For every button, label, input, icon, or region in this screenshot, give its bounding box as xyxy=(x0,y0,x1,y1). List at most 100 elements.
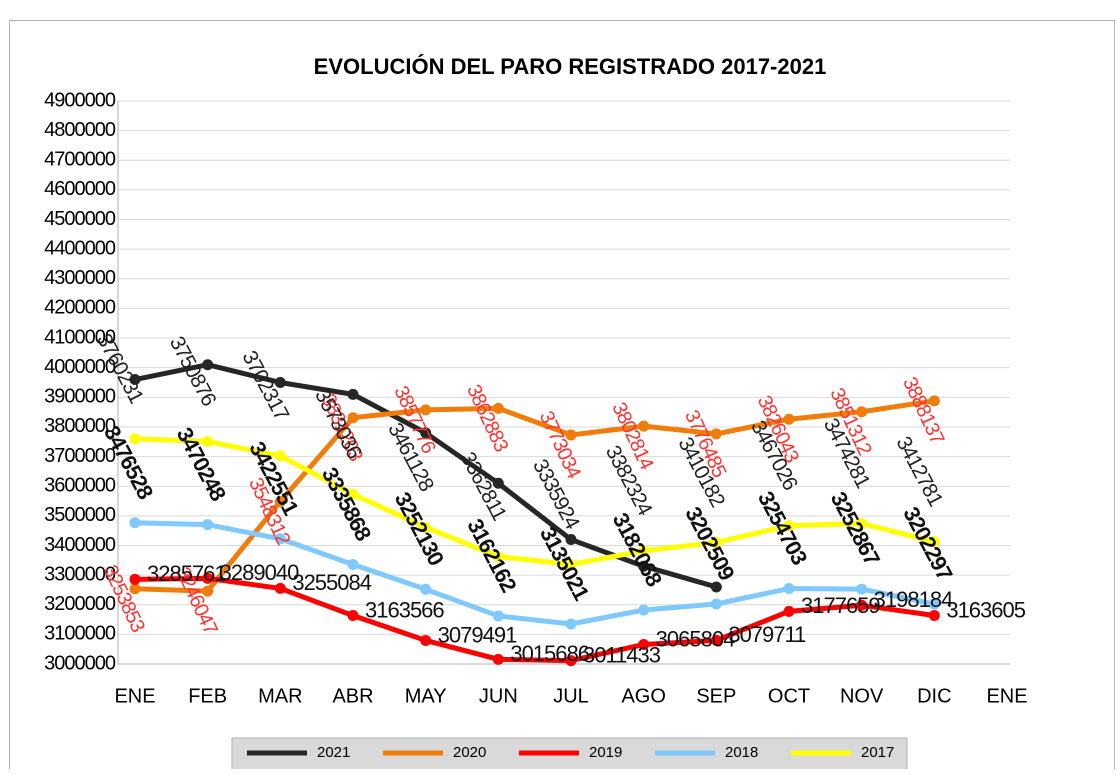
point-marker xyxy=(638,420,650,432)
series-line xyxy=(134,436,935,567)
legend-label: 2018 xyxy=(725,744,758,761)
point-marker xyxy=(638,560,650,572)
point-marker xyxy=(710,581,722,593)
x-tick-label: AGO xyxy=(621,685,665,707)
legend-label: 2019 xyxy=(589,744,622,761)
data-label: 3163605 xyxy=(946,597,1025,622)
data-label: 3255084 xyxy=(292,570,371,595)
legend-label: 2020 xyxy=(453,744,486,761)
point-marker xyxy=(928,536,940,548)
y-tick-label: 3300000 xyxy=(44,563,116,585)
series-line xyxy=(134,520,935,627)
y-tick-label: 4800000 xyxy=(44,119,116,141)
point-marker xyxy=(492,610,504,622)
x-tick-label: SEP xyxy=(696,685,736,707)
point-marker xyxy=(492,477,504,489)
point-marker xyxy=(492,550,504,562)
y-tick-label: 3800000 xyxy=(44,415,116,437)
point-marker xyxy=(783,583,795,595)
legend: 2021 2020 2019 2018 2017 xyxy=(231,737,908,771)
data-label: 3177659 xyxy=(801,593,880,618)
point-marker xyxy=(129,517,141,529)
point-marker xyxy=(420,521,432,533)
point-marker xyxy=(202,359,214,371)
point-marker xyxy=(202,519,214,531)
data-label: 3289040 xyxy=(220,560,299,585)
legend-label: 2021 xyxy=(317,744,350,761)
point-marker xyxy=(710,428,722,440)
y-tick-label: 4100000 xyxy=(44,326,116,348)
point-marker xyxy=(783,520,795,532)
data-label: 3011433 xyxy=(583,642,661,667)
x-tick-label: ENE xyxy=(986,685,1027,707)
point-marker xyxy=(202,585,214,597)
point-marker xyxy=(129,583,141,595)
data-label: 3015686 xyxy=(510,641,589,666)
data-label: 3065804 xyxy=(656,626,735,651)
y-tick-label: 3200000 xyxy=(44,593,116,615)
y-tick-label: 4700000 xyxy=(44,149,116,171)
point-marker xyxy=(202,572,214,584)
x-tick-label: ABR xyxy=(332,685,373,707)
point-marker xyxy=(492,402,504,414)
point-marker xyxy=(420,634,432,646)
point-marker xyxy=(347,558,359,570)
point-marker xyxy=(347,412,359,424)
point-marker xyxy=(202,436,214,448)
point-marker xyxy=(492,653,504,665)
y-tick-label: 3700000 xyxy=(44,445,116,467)
data-label: 3163566 xyxy=(365,597,444,622)
point-marker xyxy=(420,404,432,416)
point-marker xyxy=(928,395,940,407)
x-tick-label: FEB xyxy=(188,685,227,707)
point-marker xyxy=(928,598,940,610)
x-tick-label: JUN xyxy=(479,685,518,707)
y-tick-label: 4400000 xyxy=(44,237,116,259)
y-tick-label: 3600000 xyxy=(44,474,116,496)
series-line xyxy=(134,575,935,664)
x-tick-label: JUL xyxy=(553,685,589,707)
y-tick-label: 3900000 xyxy=(44,386,116,408)
point-marker xyxy=(274,496,286,508)
point-marker xyxy=(638,545,650,557)
x-tick-label: NOV xyxy=(840,685,884,707)
point-marker xyxy=(710,598,722,610)
point-marker xyxy=(783,413,795,425)
y-tick-label: 4600000 xyxy=(44,178,116,200)
point-marker xyxy=(565,558,577,570)
point-marker xyxy=(420,427,432,439)
point-marker xyxy=(347,388,359,400)
point-marker xyxy=(420,583,432,595)
point-marker xyxy=(274,582,286,594)
point-marker xyxy=(856,599,868,611)
legend-label: 2017 xyxy=(861,744,894,761)
point-marker xyxy=(274,377,286,388)
point-marker xyxy=(638,639,650,651)
point-marker xyxy=(347,610,359,622)
point-marker xyxy=(129,573,141,585)
y-tick-label: 4900000 xyxy=(44,89,116,111)
point-marker xyxy=(129,374,141,386)
data-label: 3079491 xyxy=(438,622,517,647)
x-tick-label: OCT xyxy=(768,685,810,707)
x-tick-label: MAY xyxy=(405,685,447,707)
point-marker xyxy=(710,634,722,646)
data-label: 3198184 xyxy=(874,587,953,612)
point-marker xyxy=(638,604,650,616)
point-marker xyxy=(710,536,722,548)
point-marker xyxy=(565,429,577,441)
point-marker xyxy=(928,610,940,622)
x-tick-label: MAR xyxy=(258,685,302,707)
data-label: 3285761 xyxy=(147,561,226,586)
series-line xyxy=(134,398,935,594)
x-tick-label: DIC xyxy=(917,685,951,707)
chart-title: EVOLUCIÓN DEL PARO REGISTRADO 2017-2021 xyxy=(314,54,827,79)
point-marker xyxy=(856,517,868,529)
point-marker xyxy=(565,534,577,546)
y-tick-label: 4300000 xyxy=(44,267,116,289)
point-marker xyxy=(856,406,868,418)
point-marker xyxy=(129,433,141,445)
point-marker xyxy=(274,533,286,545)
y-tick-label: 3000000 xyxy=(44,652,116,674)
